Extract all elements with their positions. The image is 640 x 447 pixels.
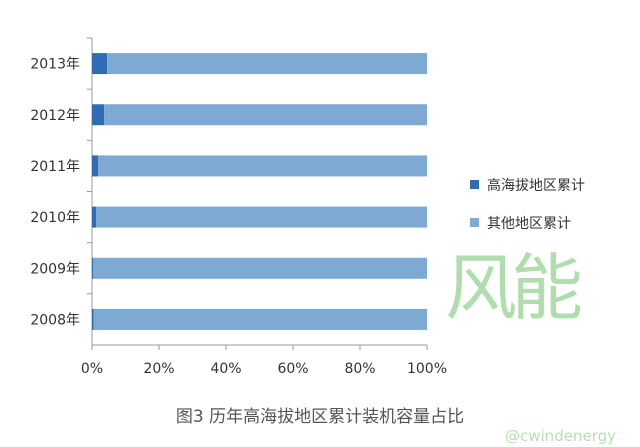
legend-label: 高海拔地区累计 [487, 177, 585, 194]
x-tick-label: 60% [277, 361, 308, 377]
x-tick-label: 0% [81, 361, 103, 377]
y-tick-label: 2011年 [30, 159, 80, 175]
bar-other [93, 308, 428, 330]
y-tick-label: 2013年 [30, 57, 80, 73]
y-tick-label: 2010年 [30, 210, 80, 226]
bar-high-altitude [92, 206, 97, 228]
legend-label: 其他地区累计 [487, 216, 571, 232]
legend-swatch [470, 180, 479, 189]
chart-title: 图3 历年高海拔地区累计装机容量占比 [175, 407, 465, 427]
bar-high-altitude [92, 257, 94, 279]
bar-other [93, 257, 427, 279]
bar-other [107, 53, 427, 75]
bar-other [104, 104, 427, 126]
bar-other [98, 155, 427, 177]
bar-high-altitude [92, 53, 108, 75]
bar-high-altitude [92, 308, 94, 330]
legend-swatch [470, 218, 479, 227]
y-tick-label: 2008年 [30, 312, 80, 328]
x-tick-label: 20% [143, 361, 174, 377]
watermark-handle: @cwindenergy [505, 427, 616, 445]
watermark-logo: 风能 [445, 246, 583, 330]
y-tick-label: 2009年 [30, 261, 80, 277]
y-tick-label: 2012年 [30, 108, 80, 124]
bar-high-altitude [92, 104, 105, 126]
x-tick-label: 40% [210, 361, 241, 377]
bar-high-altitude [92, 155, 99, 177]
x-tick-label: 100% [407, 361, 447, 377]
x-tick-label: 80% [344, 361, 375, 377]
bar-other [96, 206, 428, 228]
